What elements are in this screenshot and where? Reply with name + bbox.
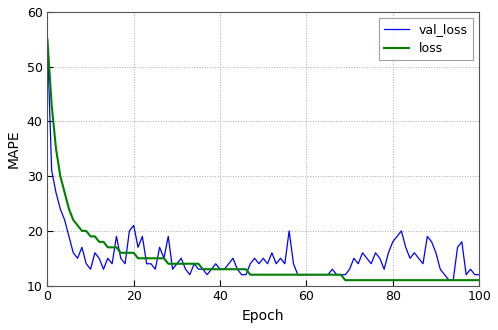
- Line: loss: loss: [47, 39, 479, 280]
- Y-axis label: MAPE: MAPE: [7, 129, 21, 168]
- loss: [342, 278, 348, 282]
- val_loss: [243, 273, 249, 277]
- loss: [152, 256, 158, 260]
- X-axis label: Epoch: Epoch: [242, 309, 284, 323]
- loss: [303, 273, 309, 277]
- val_loss: [347, 267, 353, 271]
- val_loss: [75, 256, 81, 260]
- val_loss: [476, 273, 482, 277]
- loss: [243, 267, 249, 271]
- Legend: val_loss, loss: val_loss, loss: [379, 18, 473, 60]
- loss: [351, 278, 357, 282]
- val_loss: [303, 273, 309, 277]
- loss: [75, 223, 81, 227]
- val_loss: [446, 278, 452, 282]
- val_loss: [152, 267, 158, 271]
- loss: [373, 278, 378, 282]
- loss: [44, 37, 50, 41]
- val_loss: [368, 262, 374, 266]
- val_loss: [44, 37, 50, 41]
- Line: val_loss: val_loss: [47, 39, 479, 280]
- loss: [476, 278, 482, 282]
